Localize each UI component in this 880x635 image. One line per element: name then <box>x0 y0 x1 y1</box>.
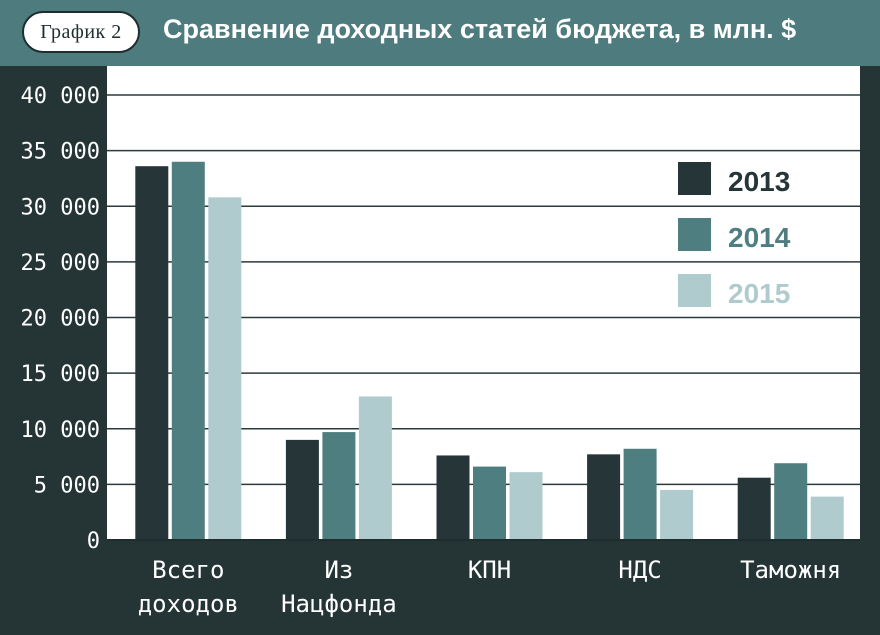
y-tick-label: 15 000 <box>21 362 100 387</box>
bar-2014 <box>171 161 205 540</box>
bar-2014 <box>774 463 808 540</box>
y-tick-label: 5 000 <box>34 473 100 498</box>
bar-2013 <box>737 477 771 540</box>
y-tick-label: 0 <box>87 529 100 554</box>
y-tick-label: 10 000 <box>21 418 100 443</box>
legend-label-2015: 2015 <box>728 278 790 309</box>
x-category-label: Таможня <box>740 556 841 584</box>
y-tick-label: 35 000 <box>21 140 100 165</box>
bar-2013 <box>587 454 621 540</box>
x-category-label: Из <box>324 556 353 584</box>
legend-swatch-2013 <box>678 162 711 195</box>
x-category-label: Всего <box>152 556 224 584</box>
bar-2014 <box>473 466 506 540</box>
y-tick-label: 30 000 <box>21 195 100 220</box>
bar-2014 <box>623 448 657 540</box>
x-category-label: Нацфонда <box>281 590 397 618</box>
bar-2013 <box>135 166 169 540</box>
bar-2013 <box>285 439 319 540</box>
bar-2015 <box>358 396 392 540</box>
x-category-label: НДС <box>618 556 661 584</box>
y-tick-label: 20 000 <box>21 307 100 332</box>
legend-label-2013: 2013 <box>728 166 790 197</box>
bar-2014 <box>322 432 356 540</box>
legend-label-2014: 2014 <box>728 222 791 253</box>
chart-header: График 2 Сравнение доходных статей бюдже… <box>0 0 880 66</box>
y-tick-label: 25 000 <box>21 251 100 276</box>
legend-swatch-2015 <box>678 274 711 307</box>
chart-title: Сравнение доходных статей бюджета, в млн… <box>163 14 797 44</box>
x-category-label: доходов <box>138 590 239 618</box>
bar-2015 <box>810 496 844 540</box>
bar-2015 <box>509 472 543 540</box>
chart-number-badge: График 2 <box>22 11 140 53</box>
x-category-label: КПН <box>468 556 511 584</box>
legend-swatch-2014 <box>678 218 711 251</box>
y-tick-label: 40 000 <box>21 84 100 109</box>
bar-2015 <box>660 489 694 540</box>
bar-2015 <box>208 197 242 540</box>
bar-2013 <box>436 455 470 540</box>
